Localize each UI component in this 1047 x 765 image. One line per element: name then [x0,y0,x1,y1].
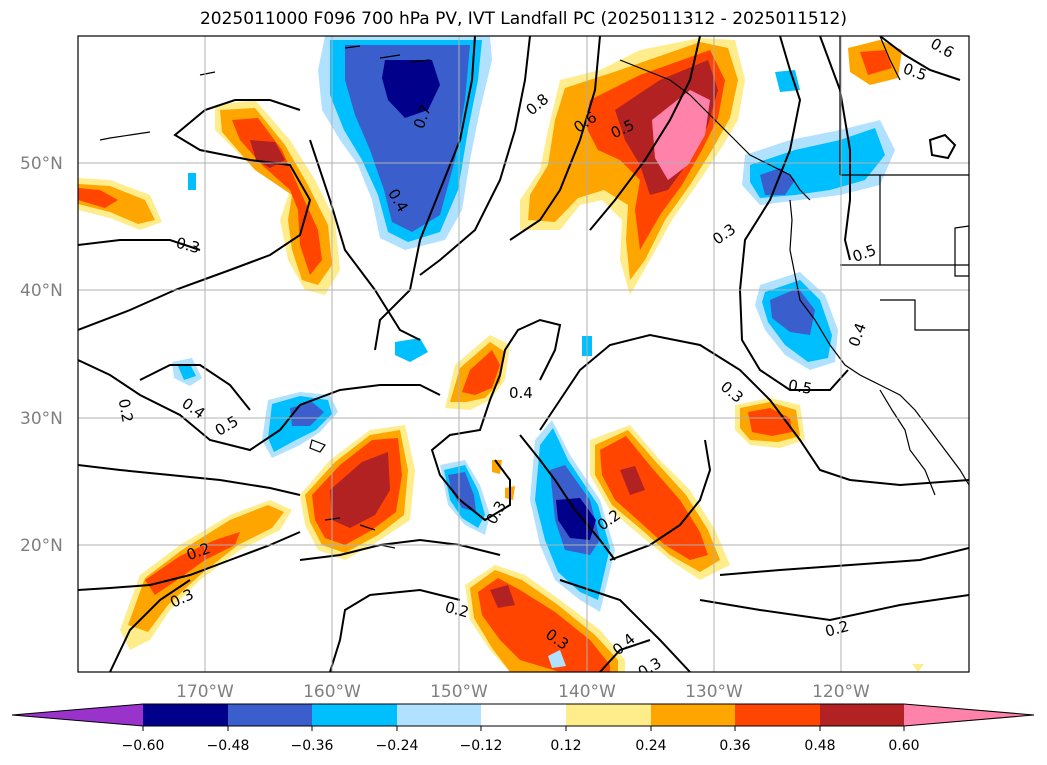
colorbar-swatch [481,704,566,726]
colorbar-tick-label: −0.36 [291,738,334,754]
colorbar-tick-label: −0.60 [122,738,165,754]
colorbar-swatch [397,704,481,726]
map-title: 2025011000 F096 700 hPa PV, IVT Landfall… [199,9,847,29]
colorbar-swatch [904,704,1034,726]
map-area: 0.8 0.6 0.5 0.3 0.4 0.7 0.6 0.5 0.3 0.5 … [78,36,969,672]
colorbar-tick-label: −0.24 [376,738,419,754]
colorbar-swatch [735,704,820,726]
map-frame [77,35,970,673]
colorbar-tick-label: −0.12 [460,738,503,754]
latitude-labels: 50°N 40°N 30°N 20°N [20,154,63,556]
lon-label: 140°W [558,682,616,702]
gridlines [78,36,969,672]
longitude-labels: 170°W 160°W 150°W 140°W 130°W 120°W [176,682,870,702]
colorbar-swatch [12,704,143,726]
colorbar-swatch [228,704,312,726]
lon-label: 130°W [685,682,743,702]
colorbar-tick-label: 0.12 [550,738,581,754]
colorbar-tick-label: 0.48 [804,738,835,754]
colorbar-swatch [143,704,228,726]
colorbar-swatch [820,704,904,726]
pv-shading [78,36,924,672]
coastlines [99,36,969,549]
colorbar-tick-label: −0.48 [207,738,250,754]
lon-label: 120°W [812,682,870,702]
colorbar-tick-label: 0.60 [888,738,919,754]
colorbar-swatch [651,704,735,726]
contour-label: 0.4 [509,384,533,402]
colorbar-tick-label: 0.36 [719,738,750,754]
contour-label: 0.2 [443,598,471,622]
contour-label: 0.3 [174,234,202,258]
colorbar-swatch [312,704,397,726]
colorbar: −0.60 −0.48 −0.36 −0.24 −0.12 0.12 0.24 … [11,703,1035,754]
contour-label: 0.2 [823,617,851,641]
lat-label: 20°N [20,536,63,556]
colorbar-tick-label: 0.24 [635,738,666,754]
lat-label: 40°N [20,281,63,301]
contour-label: 0.2 [115,397,137,424]
contour-label: 0.5 [787,376,814,398]
lat-label: 30°N [20,409,63,429]
lon-label: 150°W [430,682,488,702]
colorbar-swatch [566,704,651,726]
lon-label: 160°W [303,682,361,702]
lat-label: 50°N [20,154,63,174]
lon-label: 170°W [176,682,234,702]
